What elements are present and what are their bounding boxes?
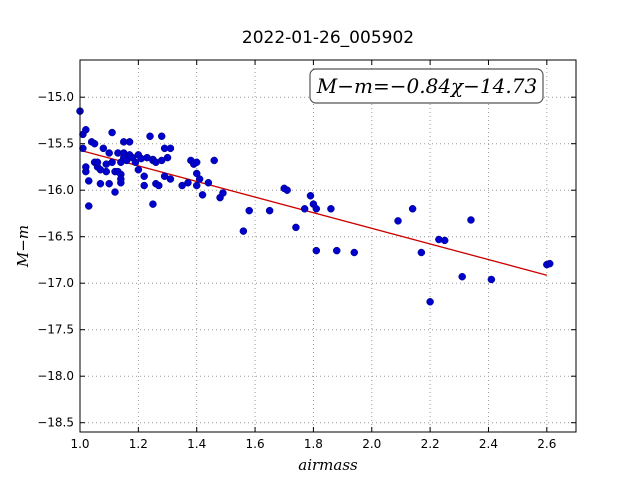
data-point: [96, 179, 105, 188]
data-point: [350, 248, 359, 257]
data-point: [131, 158, 140, 167]
data-points: [76, 107, 554, 306]
data-point: [312, 205, 321, 213]
y-tick-label: −18.0: [37, 369, 74, 383]
data-point: [134, 165, 143, 174]
data-point: [117, 179, 125, 187]
data-point: [85, 202, 93, 210]
data-point: [93, 158, 102, 167]
data-point: [108, 128, 116, 137]
data-point: [245, 206, 253, 215]
annotation-text: M−m=−0.84χ−14.73: [316, 74, 537, 98]
data-point: [105, 179, 113, 188]
data-point: [166, 175, 175, 183]
x-tick-label: 2.4: [479, 437, 498, 451]
x-tick-label: 1.4: [187, 437, 206, 451]
x-tick-label: 1.8: [304, 437, 323, 451]
chart-title: 2022-01-26_005902: [242, 28, 414, 48]
y-tick-label: −16.5: [37, 230, 74, 244]
data-point: [163, 153, 172, 162]
x-axis-label: airmass: [298, 456, 358, 474]
plot-frame: [79, 59, 577, 433]
data-point: [184, 179, 192, 187]
data-point: [157, 132, 166, 141]
data-point: [306, 192, 315, 200]
data-point: [79, 144, 87, 153]
data-point: [140, 172, 148, 180]
data-point: [408, 205, 417, 213]
y-tick-label: −17.5: [37, 323, 74, 337]
data-point: [155, 181, 163, 190]
fit-annotation: M−m=−0.84χ−14.73: [309, 68, 544, 104]
data-point: [219, 189, 227, 197]
data-point: [99, 144, 108, 153]
x-axis: 1.0 1.2 1.4 1.6 1.8 2.0 2.2 2.4 2.6: [70, 60, 556, 451]
data-point: [333, 246, 341, 255]
fit-line: [79, 149, 547, 276]
data-point: [125, 138, 134, 146]
y-tick-label: −15.5: [37, 137, 74, 151]
data-point: [195, 175, 204, 183]
data-point: [90, 139, 99, 148]
data-point: [108, 158, 116, 167]
fit-layer: [79, 149, 547, 276]
data-point: [545, 259, 554, 268]
y-axis-label: M−m: [14, 225, 32, 268]
data-point: [105, 149, 113, 157]
data-point: [487, 275, 496, 284]
data-point: [417, 248, 426, 257]
y-tick-label: −16.0: [37, 183, 74, 197]
data-point: [192, 181, 201, 190]
data-point: [467, 216, 475, 224]
data-point: [166, 144, 175, 153]
data-point: [312, 246, 321, 255]
y-tick-label: −18.5: [37, 416, 74, 430]
data-point: [82, 126, 90, 134]
data-point: [140, 181, 148, 190]
data-point: [440, 236, 449, 245]
x-tick-label: 1.0: [70, 437, 89, 451]
x-tick-label: 2.0: [362, 437, 381, 451]
x-tick-label: 1.6: [246, 437, 265, 451]
plot-background: [80, 60, 576, 432]
data-point: [204, 179, 213, 187]
data-point: [198, 191, 207, 199]
data-point: [146, 132, 154, 141]
data-point: [327, 205, 335, 213]
data-point: [111, 188, 119, 196]
x-tick-label: 2.2: [421, 437, 440, 451]
data-point: [210, 156, 218, 165]
x-tick-label: 2.6: [537, 437, 556, 451]
y-axis: −15.0 −15.5 −16.0 −16.5 −17.0 −17.5 −18.0 −18.5: [37, 90, 576, 430]
data-point: [192, 158, 201, 167]
y-tick-label: −15.0: [37, 90, 74, 104]
data-point: [85, 177, 93, 185]
data-point: [149, 200, 157, 208]
y-tick-label: −17.0: [37, 276, 74, 290]
data-point: [292, 223, 300, 232]
data-point: [283, 186, 291, 194]
data-point: [426, 298, 434, 306]
data-point: [239, 227, 248, 235]
annotation-box: [309, 68, 544, 104]
data-point: [394, 217, 402, 225]
data-point: [300, 205, 309, 213]
data-point: [458, 272, 466, 281]
data-point: [82, 163, 90, 171]
data-point: [102, 167, 111, 176]
x-tick-label: 1.2: [129, 437, 148, 451]
data-point: [265, 206, 274, 215]
